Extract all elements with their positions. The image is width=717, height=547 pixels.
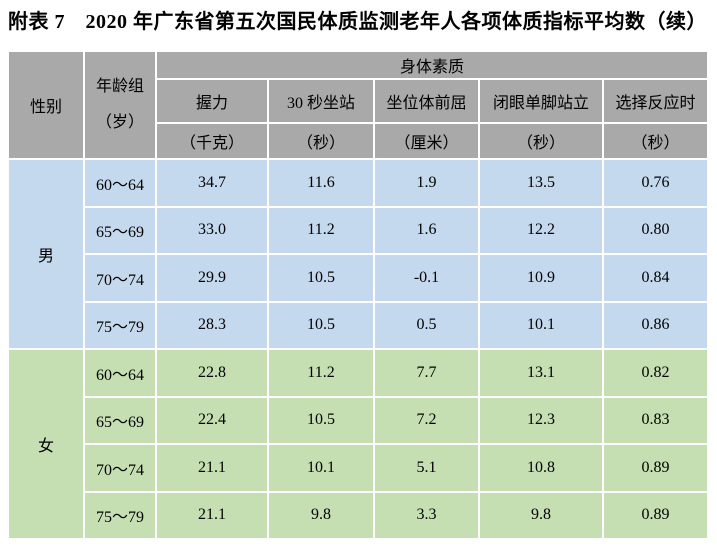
table-row: 65～69 33.0 11.2 1.6 12.2 0.80 [8, 205, 709, 255]
value-cell: 12.3 [478, 395, 604, 445]
value-cell: 10.8 [478, 443, 604, 493]
table-row: 男 60～64 34.7 11.6 1.9 13.5 0.76 [7, 158, 709, 350]
fitness-table: 性别 年龄组 （岁） 身体素质 握力 30 秒坐站 坐位体前屈 闭眼单脚站立 选… [7, 50, 709, 540]
value-cell: 0.89 [602, 443, 709, 493]
value-cell: 33.0 [155, 205, 269, 255]
age-cell: 65～69 [83, 205, 157, 255]
value-cell: 5.1 [373, 443, 480, 493]
value-cell: 29.9 [155, 253, 269, 303]
header-reaction-time: 选择反应时 [602, 78, 709, 124]
document-page: 附表 7 2020 年广东省第五次国民体质监测老年人各项体质指标平均数（续） 性… [0, 9, 717, 547]
age-cell: 70～74 [83, 253, 157, 303]
value-cell: 34.7 [155, 158, 269, 208]
header-row-units: （千克） （秒） （厘米） （秒） （秒） [8, 122, 709, 160]
age-cell: 60～64 [83, 348, 157, 398]
age-cell: 75～79 [83, 490, 157, 540]
value-cell: 3.3 [373, 490, 480, 540]
value-cell: 0.80 [602, 205, 709, 255]
table-row: 65～69 22.4 10.5 7.2 12.3 0.83 [8, 395, 709, 445]
value-cell: 10.5 [267, 253, 375, 303]
value-cell: 1.9 [373, 158, 480, 208]
gender-cell-male: 男 [7, 158, 85, 350]
page-title: 附表 7 2020 年广东省第五次国民体质监测老年人各项体质指标平均数（续） [8, 11, 707, 33]
header-age-group-line1: 年龄组 [95, 78, 144, 95]
age-cell: 75～79 [83, 300, 157, 350]
header-age-group: 年龄组 （岁） [83, 50, 157, 160]
value-cell: 21.1 [155, 443, 269, 493]
unit-one-leg-stand: （秒） [478, 122, 604, 160]
value-cell: 11.2 [267, 205, 375, 255]
value-cell: 9.8 [267, 490, 375, 540]
value-cell: 10.1 [267, 443, 375, 493]
value-cell: 7.7 [373, 348, 480, 398]
header-row-measures: 握力 30 秒坐站 坐位体前屈 闭眼单脚站立 选择反应时 [8, 78, 709, 124]
unit-sit-reach: （厘米） [373, 122, 480, 160]
header-one-leg-stand: 闭眼单脚站立 [478, 78, 604, 124]
value-cell: -0.1 [373, 253, 480, 303]
unit-reaction-time: （秒） [602, 122, 709, 160]
value-cell: 11.6 [267, 158, 375, 208]
table-row: 75～79 28.3 10.5 0.5 10.1 0.86 [8, 300, 709, 350]
value-cell: 13.5 [478, 158, 604, 208]
value-cell: 0.76 [602, 158, 709, 208]
value-cell: 10.1 [478, 300, 604, 350]
value-cell: 13.1 [478, 348, 604, 398]
value-cell: 0.89 [602, 490, 709, 540]
header-sit-stand: 30 秒坐站 [267, 78, 375, 124]
gender-cell-female: 女 [7, 348, 85, 540]
header-age-group-line2: （岁） [95, 114, 144, 131]
table-row: 女 60～64 22.8 11.2 7.7 13.1 0.82 [7, 348, 709, 540]
value-cell: 10.5 [267, 395, 375, 445]
value-cell: 10.5 [267, 300, 375, 350]
unit-sit-stand: （秒） [267, 122, 375, 160]
value-cell: 0.5 [373, 300, 480, 350]
value-cell: 9.8 [478, 490, 604, 540]
table-row: 75～79 21.1 9.8 3.3 9.8 0.89 [8, 490, 709, 540]
value-cell: 0.83 [602, 395, 709, 445]
value-cell: 7.2 [373, 395, 480, 445]
value-cell: 21.1 [155, 490, 269, 540]
table-row: 70～74 21.1 10.1 5.1 10.8 0.89 [8, 443, 709, 493]
value-cell: 0.82 [602, 348, 709, 398]
header-row-group: 性别 年龄组 （岁） 身体素质 [7, 50, 709, 160]
value-cell: 0.84 [602, 253, 709, 303]
table-row: 70～74 29.9 10.5 -0.1 10.9 0.84 [8, 253, 709, 303]
unit-grip-strength: （千克） [155, 122, 269, 160]
header-gender: 性别 [7, 50, 85, 160]
header-sit-reach: 坐位体前屈 [373, 78, 480, 124]
value-cell: 1.6 [373, 205, 480, 255]
value-cell: 12.2 [478, 205, 604, 255]
value-cell: 22.8 [155, 348, 269, 398]
value-cell: 10.9 [478, 253, 604, 303]
value-cell: 0.86 [602, 300, 709, 350]
value-cell: 28.3 [155, 300, 269, 350]
value-cell: 11.2 [267, 348, 375, 398]
header-grip-strength: 握力 [155, 78, 269, 124]
age-cell: 65～69 [83, 395, 157, 445]
value-cell: 22.4 [155, 395, 269, 445]
age-cell: 60～64 [83, 158, 157, 208]
age-cell: 70～74 [83, 443, 157, 493]
header-physical-quality: 身体素质 [155, 50, 709, 80]
